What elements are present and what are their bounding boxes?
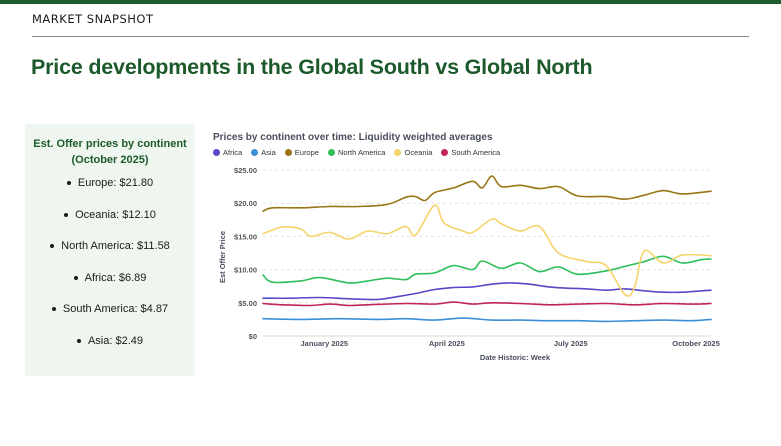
summary-panel: Est. Offer prices by continent (October … [25, 124, 195, 376]
legend-swatch [284, 149, 292, 156]
series-line-asia [262, 317, 712, 323]
legend-swatch [213, 149, 220, 156]
x-tick-label: January 2025 [301, 339, 349, 348]
y-tick-label: $5.00 [238, 299, 257, 308]
list-item-text: North America: $11.58 [61, 240, 170, 253]
x-axis-label: Date Historic: Week [480, 353, 551, 362]
summary-title-line2: (October 2025) [71, 154, 149, 166]
legend-item-north-america[interactable]: North America [327, 148, 386, 157]
legend-label: Europe [294, 148, 319, 157]
series-line-oceania [262, 204, 712, 297]
legend-label: Oceania [404, 148, 433, 157]
list-item-text: Africa: $6.89 [84, 271, 147, 284]
legend-swatch [327, 149, 335, 156]
legend-swatch [251, 149, 259, 156]
line-chart: $0 $5.00 $10.00 $15.00 $20.00 $25.00 January 2… [218, 166, 720, 362]
list-item-text: South America: $4.87 [62, 303, 169, 316]
x-tick-label: April 2025 [429, 339, 465, 348]
list-item: South America: $4.87 [25, 302, 195, 334]
legend-label: North America [337, 148, 386, 157]
list-item: Africa: $6.89 [25, 271, 195, 303]
y-tick-label: $15.00 [234, 232, 257, 241]
list-item: Europe: $21.80 [25, 176, 195, 208]
bullet-icon [66, 181, 71, 186]
x-tick-label: July 2025 [554, 339, 588, 348]
series-line-europe [262, 175, 712, 212]
legend-label: Africa [223, 148, 243, 157]
bullet-icon [73, 275, 78, 280]
y-tick-label: $25.00 [234, 166, 257, 175]
legend-swatch [441, 149, 449, 156]
series-line-south-america [262, 301, 712, 307]
summary-list: Europe: $21.80 Oceania: $12.10 North Ame… [25, 176, 195, 366]
bullet-icon [51, 307, 56, 312]
legend-label: South America [451, 148, 501, 157]
x-tick-label: October 2025 [672, 339, 720, 348]
summary-title: Est. Offer prices by continent (October … [25, 136, 195, 168]
legend-item-europe[interactable]: Europe [284, 148, 319, 157]
list-item-text: Europe: $21.80 [77, 177, 154, 189]
page-title: Price developments in the Global South v… [31, 55, 593, 79]
bullet-icon [50, 244, 55, 249]
y-tick-label: $10.00 [234, 266, 257, 275]
bullet-icon [64, 212, 69, 217]
legend-swatch [394, 149, 402, 156]
y-tick-label: $20.00 [234, 199, 257, 208]
list-item: North America: $11.58 [25, 239, 195, 271]
y-axis-label: Est Offer Price [218, 231, 227, 283]
list-item: Asia: $2.49 [25, 334, 195, 366]
top-accent-bar [0, 0, 781, 4]
chart-title: Prices by continent over time: Liquidity… [213, 132, 493, 143]
legend-item-oceania[interactable]: Oceania [394, 148, 432, 157]
y-tick-label: $0 [249, 332, 257, 341]
header-divider [32, 36, 749, 37]
list-item: Oceania: $12.10 [25, 208, 195, 240]
list-item-text: Asia: $2.49 [87, 334, 144, 347]
summary-title-line1: Est. Offer prices by continent [33, 138, 187, 150]
series-line-north-america [262, 255, 712, 284]
series-line-africa [262, 282, 712, 301]
bullet-icon [76, 339, 81, 344]
section-eyebrow: MARKET SNAPSHOT [32, 12, 154, 26]
legend-item-africa[interactable]: Africa [213, 148, 242, 157]
legend-item-south-america[interactable]: South America [441, 148, 500, 157]
legend-label: Asia [261, 148, 276, 157]
legend-item-asia[interactable]: Asia [251, 148, 276, 157]
list-item-text: Oceania: $12.10 [75, 208, 156, 221]
chart-legend: Africa Asia Europe North America Oceania Sout… [213, 148, 509, 157]
